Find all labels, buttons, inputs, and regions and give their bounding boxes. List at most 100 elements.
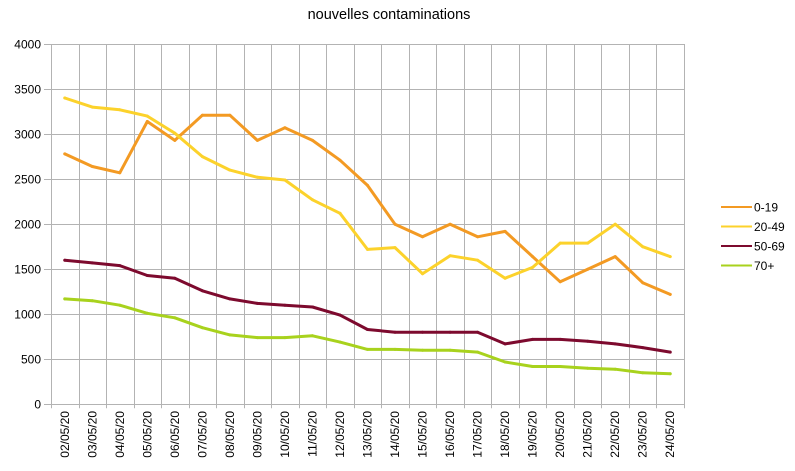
y-tick-label: 3500 bbox=[14, 83, 41, 97]
data-point-50-69 bbox=[421, 330, 424, 334]
data-point-0-19 bbox=[476, 235, 480, 239]
data-point-70+ bbox=[613, 367, 617, 371]
x-tick-label: 16/05/20 bbox=[443, 411, 457, 458]
data-point-20-49 bbox=[283, 178, 287, 182]
data-point-0-19 bbox=[311, 138, 314, 142]
data-point-50-69 bbox=[668, 350, 672, 354]
legend-label-0-19: 0-19 bbox=[754, 201, 778, 215]
data-point-20-49 bbox=[531, 265, 535, 269]
data-point-50-69 bbox=[255, 301, 259, 305]
data-point-70+ bbox=[173, 316, 177, 320]
data-point-20-49 bbox=[558, 241, 562, 245]
data-point-50-69 bbox=[586, 339, 590, 343]
data-point-20-49 bbox=[613, 222, 617, 226]
x-tick-label: 20/05/20 bbox=[553, 411, 567, 458]
data-point-50-69 bbox=[228, 297, 232, 301]
x-tick-label: 02/05/20 bbox=[58, 411, 72, 458]
data-point-70+ bbox=[393, 347, 397, 351]
data-point-20-49 bbox=[145, 114, 149, 118]
data-point-50-69 bbox=[283, 303, 287, 307]
data-point-50-69 bbox=[558, 337, 562, 341]
x-tick-label: 22/05/20 bbox=[608, 411, 622, 458]
x-tick-label: 17/05/20 bbox=[471, 411, 485, 458]
data-point-70+ bbox=[255, 336, 259, 340]
data-point-50-69 bbox=[641, 346, 645, 350]
data-point-0-19 bbox=[586, 267, 590, 271]
data-point-70+ bbox=[338, 340, 342, 344]
x-tick-label: 03/05/20 bbox=[85, 411, 99, 458]
data-point-0-19 bbox=[531, 255, 535, 259]
x-axis-tick-labels: 02/05/20 03/05/20 04/05/20 05/05/20 06/05/20… bbox=[58, 411, 677, 458]
data-point-50-69 bbox=[90, 261, 94, 265]
legend-label-50-69: 50-69 bbox=[754, 240, 785, 254]
data-point-0-19 bbox=[200, 113, 204, 117]
y-axis-tick-labels: 0 500 1000 1500 2000 2500 3000 3500 4000 bbox=[14, 38, 41, 412]
data-point-50-69 bbox=[173, 276, 177, 280]
data-point-50-69 bbox=[613, 342, 617, 346]
data-point-20-49 bbox=[63, 96, 67, 100]
data-point-50-69 bbox=[145, 274, 149, 277]
data-point-0-19 bbox=[668, 292, 672, 296]
data-point-0-19 bbox=[255, 138, 259, 142]
data-point-50-69 bbox=[366, 328, 369, 331]
data-point-0-19 bbox=[173, 138, 177, 142]
data-point-20-49 bbox=[366, 247, 369, 251]
data-point-20-49 bbox=[393, 246, 397, 250]
x-tick-label: 15/05/20 bbox=[416, 411, 430, 458]
data-point-0-19 bbox=[613, 255, 617, 259]
y-tick-label: 2000 bbox=[14, 218, 41, 232]
data-point-70+ bbox=[366, 347, 369, 351]
data-point-20-49 bbox=[668, 255, 672, 259]
data-point-20-49 bbox=[338, 211, 342, 215]
data-point-50-69 bbox=[531, 337, 535, 341]
x-tick-label: 12/05/20 bbox=[333, 411, 347, 458]
data-point-0-19 bbox=[338, 158, 342, 162]
data-point-70+ bbox=[476, 350, 480, 354]
series-lines bbox=[63, 96, 672, 376]
data-point-0-19 bbox=[503, 229, 507, 233]
data-point-0-19 bbox=[448, 222, 452, 226]
legend-label-20-49: 20-49 bbox=[754, 220, 785, 234]
x-tick-label: 18/05/20 bbox=[498, 411, 512, 458]
data-point-70+ bbox=[421, 348, 424, 352]
data-point-0-19 bbox=[421, 235, 424, 239]
data-point-0-19 bbox=[63, 152, 67, 156]
data-point-20-49 bbox=[200, 155, 204, 159]
data-point-70+ bbox=[448, 348, 452, 352]
data-point-50-69 bbox=[393, 330, 397, 334]
data-point-70+ bbox=[200, 326, 204, 330]
x-tick-label: 21/05/20 bbox=[581, 411, 595, 458]
x-tick-label: 19/05/20 bbox=[526, 411, 540, 458]
y-tick-label: 1500 bbox=[14, 263, 41, 277]
data-point-70+ bbox=[531, 365, 535, 368]
x-tick-label: 04/05/20 bbox=[113, 411, 127, 458]
x-tick-label: 08/05/20 bbox=[223, 411, 237, 458]
data-point-70+ bbox=[118, 303, 122, 307]
data-point-20-49 bbox=[311, 198, 314, 202]
data-point-20-49 bbox=[448, 254, 452, 258]
data-point-20-49 bbox=[118, 108, 122, 112]
data-point-70+ bbox=[90, 299, 94, 303]
data-point-0-19 bbox=[118, 171, 122, 175]
data-point-50-69 bbox=[200, 289, 204, 293]
data-point-20-49 bbox=[586, 241, 590, 245]
data-point-20-49 bbox=[173, 131, 177, 135]
data-point-20-49 bbox=[228, 168, 232, 172]
data-point-20-49 bbox=[421, 272, 424, 276]
legend: 0-19 20-49 50-69 70+ bbox=[721, 201, 785, 273]
data-point-70+ bbox=[283, 336, 287, 340]
y-tick-label: 2500 bbox=[14, 173, 41, 187]
data-point-20-49 bbox=[90, 105, 94, 109]
data-point-20-49 bbox=[255, 175, 259, 179]
data-point-0-19 bbox=[641, 281, 645, 285]
x-tick-label: 10/05/20 bbox=[278, 411, 292, 458]
data-point-70+ bbox=[641, 371, 645, 375]
y-tick-label: 0 bbox=[34, 398, 41, 412]
data-point-20-49 bbox=[641, 245, 645, 249]
legend-label-70+: 70+ bbox=[754, 259, 774, 273]
data-point-0-19 bbox=[145, 120, 149, 123]
data-point-0-19 bbox=[393, 222, 397, 226]
data-point-50-69 bbox=[476, 330, 480, 334]
data-point-0-19 bbox=[558, 280, 562, 284]
